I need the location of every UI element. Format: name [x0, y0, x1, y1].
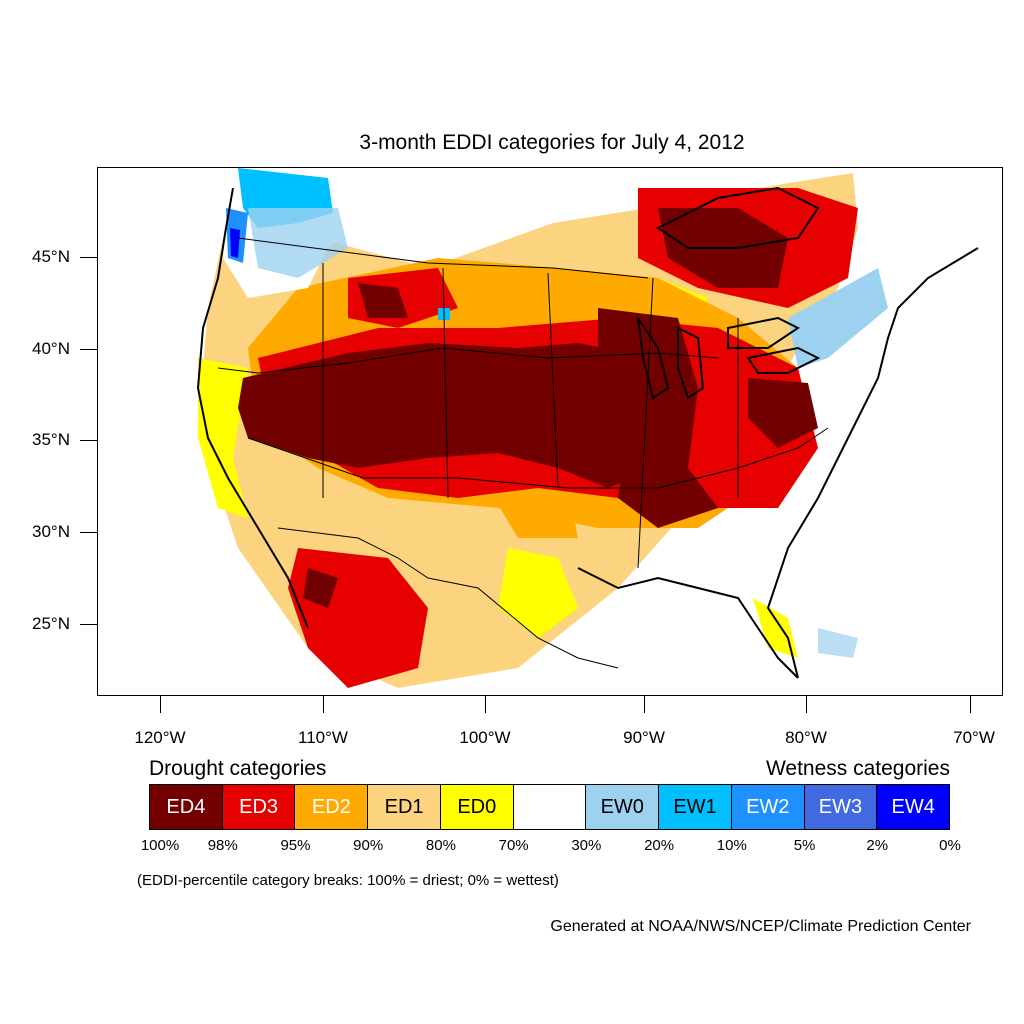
footnote: (EDDI-percentile category breaks: 100% =…	[137, 872, 559, 889]
legend-break-label: 100%	[140, 837, 180, 854]
legend-break-label: 5%	[793, 837, 816, 854]
legend-break-label: 2%	[866, 837, 889, 854]
region-ed0-texas	[498, 548, 578, 638]
legend-break-label: 10%	[716, 837, 747, 854]
region-ew4-coast	[230, 228, 240, 258]
lon-label-90w: 90°W	[623, 728, 665, 747]
lat-tick	[80, 532, 97, 533]
region-ed4-mid-atlantic	[748, 378, 818, 448]
lat-tick	[80, 440, 97, 441]
lat-tick	[80, 624, 97, 625]
legend-break-label: 98%	[207, 837, 238, 854]
region-ed2-oklahoma	[488, 488, 578, 538]
legend-cell-ew0: EW0	[585, 784, 660, 830]
lat-label-35n: 35°N	[32, 430, 70, 449]
credit-line: Generated at NOAA/NWS/NCEP/Climate Predi…	[550, 918, 971, 935]
legend-break-label: 95%	[280, 837, 311, 854]
legend-cell-ew2: EW2	[730, 784, 805, 830]
legend-cell-ed2: ED2	[294, 784, 369, 830]
map-panel	[97, 167, 1003, 696]
region-ew-bahamas	[818, 628, 858, 658]
region-ew-northeast	[788, 268, 888, 368]
lon-label-120w: 120°W	[134, 728, 186, 747]
legend-cell-ew4: EW4	[876, 784, 951, 830]
region-ed4-midwest	[598, 308, 718, 528]
legend-break-label: 80%	[425, 837, 456, 854]
lon-label-70w: 70°W	[953, 728, 995, 747]
legend-cell-ed1: ED1	[367, 784, 441, 830]
lon-tick	[970, 696, 971, 713]
region-ed0-southeast	[753, 598, 798, 658]
legend-break-label: 20%	[644, 837, 675, 854]
lon-label-110w: 110°W	[298, 728, 348, 747]
lon-tick	[644, 696, 645, 713]
coastlines	[196, 186, 979, 679]
eddi-map	[98, 168, 1002, 695]
drought-legend-title: Drought categories	[149, 757, 327, 780]
legend-break-label: 0%	[939, 837, 961, 854]
lon-tick	[160, 696, 161, 713]
lon-label-100w: 100°W	[459, 728, 511, 747]
region-ed4-west-central	[238, 343, 688, 488]
lat-tick	[80, 257, 97, 258]
legend-cell-ew1: EW1	[658, 784, 732, 830]
map-title: 3-month EDDI categories for July 4, 2012	[359, 131, 745, 154]
lon-tick	[323, 696, 324, 713]
legend-cell-ed3: ED3	[221, 784, 296, 830]
legend-cell-ed4: ED4	[149, 784, 223, 830]
region-ed4-montana	[358, 283, 408, 318]
legend-break-label: 90%	[353, 837, 384, 854]
lat-label-40n: 40°N	[32, 339, 70, 358]
lat-tick	[80, 349, 97, 350]
lon-tick	[806, 696, 807, 713]
lon-tick	[485, 696, 486, 713]
wetness-legend-title: Wetness categories	[765, 757, 950, 780]
lat-label-30n: 30°N	[32, 522, 70, 541]
region-ed4-mexico	[303, 568, 338, 608]
lat-label-45n: 45°N	[32, 247, 70, 266]
region-ed0-west	[198, 358, 248, 518]
legend-break-label: 70%	[498, 837, 529, 854]
lat-label-25n: 25°N	[32, 614, 70, 633]
legend-cell-normal	[512, 784, 587, 830]
region-ew0-pacific-nw	[248, 208, 348, 278]
legend-break-label: 30%	[571, 837, 602, 854]
lon-label-80w: 80°W	[785, 728, 827, 747]
legend-cell-ed0: ED0	[439, 784, 514, 830]
legend-cell-ew3: EW3	[803, 784, 878, 830]
legend-colorbar: ED4 ED3 ED2 ED1 ED0 EW0 EW1 EW2 EW3 EW4	[149, 784, 951, 830]
